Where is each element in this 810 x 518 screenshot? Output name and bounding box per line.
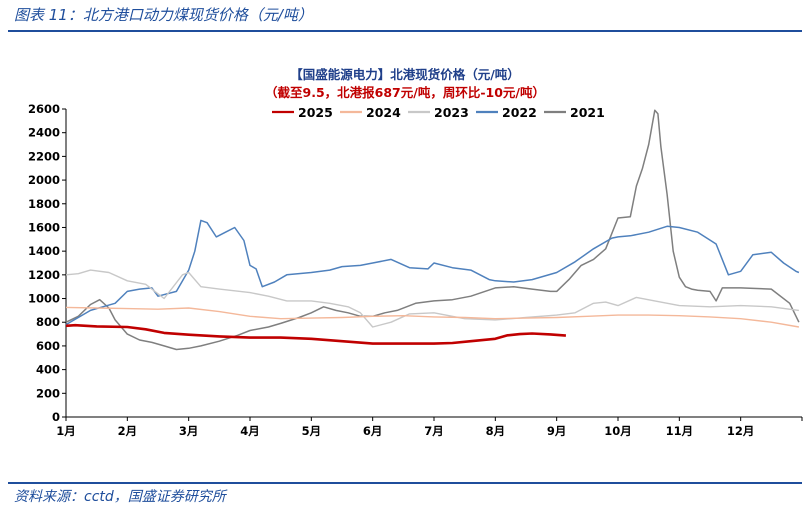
legend-label: 2022 (502, 105, 537, 120)
y-tick-label: 1400 (28, 244, 60, 258)
series-line-2022 (65, 219, 800, 326)
y-tick-label: 200 (36, 386, 60, 400)
x-tick-label: 2月 (118, 424, 138, 438)
series-line-2021 (65, 109, 800, 351)
x-tick-label: 12月 (727, 424, 755, 438)
y-tick-label: 400 (36, 363, 60, 377)
series-line-2025 (65, 323, 567, 345)
x-tick-label: 6月 (363, 424, 383, 438)
source-note: 资料来源：cctd，国盛证券研究所 (14, 489, 226, 505)
y-axis: 0 200 400 600 800 1000 1200 1400 1600 1800 2000 220… (28, 102, 67, 424)
x-tick-label: 7月 (424, 424, 444, 438)
x-tick-label: 8月 (486, 424, 506, 438)
x-tick-label: 11月 (666, 424, 694, 438)
y-tick-label: 0 (52, 410, 60, 424)
plot-area (65, 109, 800, 351)
y-tick-label: 1600 (28, 220, 60, 234)
chart-title: 【国盛能源电力】北港现货价格（元/吨） (290, 67, 520, 82)
top-rule (8, 30, 802, 32)
bottom-rule (8, 482, 802, 484)
legend-label: 2025 (298, 105, 333, 120)
figure-title: 图表 11：北方港口动力煤现货价格（元/吨） (14, 6, 313, 24)
x-tick-label: 9月 (547, 424, 567, 438)
x-tick-label: 4月 (240, 424, 260, 438)
y-tick-label: 2000 (28, 173, 60, 187)
y-tick-label: 600 (36, 339, 60, 353)
x-tick-label: 10月 (604, 424, 632, 438)
y-tick-label: 1000 (28, 292, 60, 306)
y-tick-label: 800 (36, 315, 60, 329)
series-line-2023 (65, 269, 799, 328)
y-tick-label: 2200 (28, 149, 60, 163)
y-tick-label: 2600 (28, 102, 60, 116)
series-line-2024 (65, 306, 800, 328)
x-axis: 1月 2月 3月 4月 5月 6月 7月 8月 9月 10月 11月 12月 (56, 416, 803, 438)
legend-label: 2024 (366, 105, 401, 120)
legend-label: 2023 (434, 105, 469, 120)
legend-label: 2021 (570, 105, 605, 120)
chart-subtitle: （截至9.5，北港报687元/吨，周环比-10元/吨） (265, 85, 545, 100)
x-tick-label: 5月 (302, 424, 322, 438)
y-tick-label: 1800 (28, 197, 60, 211)
x-tick-label: 3月 (179, 424, 199, 438)
legend: 2025 2024 2023 2022 2021 (272, 105, 605, 120)
y-tick-label: 2400 (28, 126, 60, 140)
y-tick-label: 1200 (28, 268, 60, 282)
x-tick-label: 1月 (56, 424, 76, 438)
